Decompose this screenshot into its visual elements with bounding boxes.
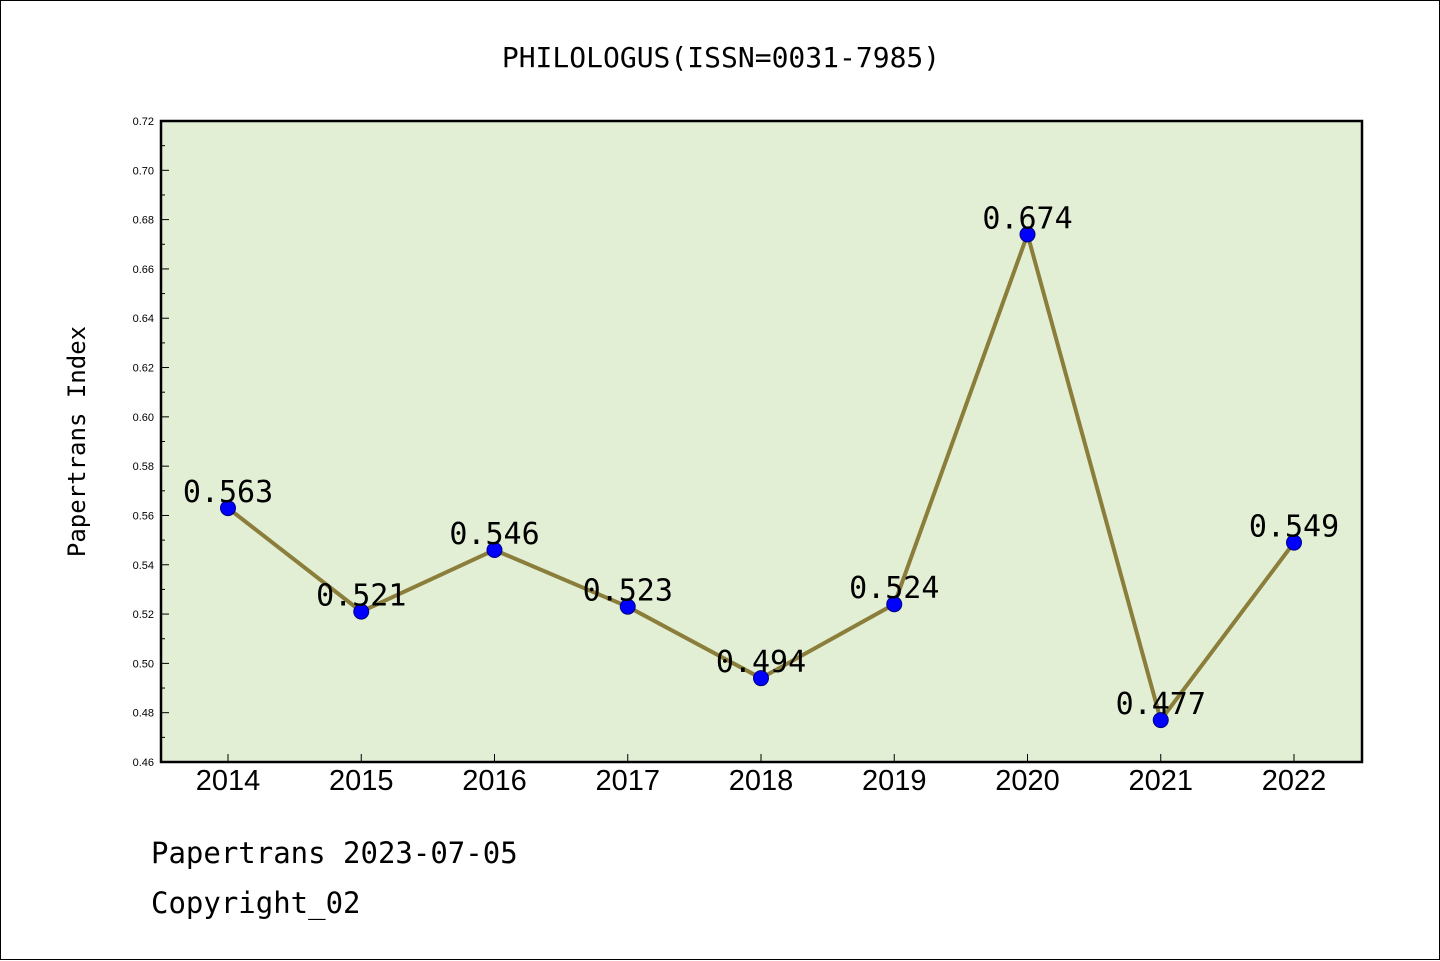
series-papertrans-index	[220, 226, 1302, 729]
data-point-2015	[353, 603, 370, 620]
y-tick-label: 0.58	[133, 461, 154, 473]
x-tick-label: 2020	[995, 765, 1060, 797]
data-label-2021: 0.477	[1116, 687, 1206, 722]
chart-title: PHILOLOGUS(ISSN=0031-7985)	[502, 41, 940, 74]
y-tick-label: 0.68	[133, 215, 154, 227]
y-tick-label: 0.54	[133, 560, 154, 572]
y-tick-label: 0.46	[133, 757, 154, 769]
data-label-2015: 0.521	[316, 579, 406, 614]
y-tick-label: 0.64	[133, 313, 154, 325]
x-tick-label: 2014	[196, 765, 261, 797]
data-point-2020	[1019, 226, 1036, 243]
data-point-2018	[753, 670, 769, 687]
data-label-2022: 0.549	[1249, 510, 1339, 545]
data-label-2014: 0.563	[183, 475, 273, 510]
footer-copyright: Copyright_02	[151, 886, 361, 920]
y-axis: 0.46 0.48 0.50 0.52 0.54 0.56 0.58 0.60 0.62 0.64…	[133, 116, 169, 769]
data-labels: 0.563 0.521 0.546 0.523 0.494 0.524 0.674 0.477…	[183, 201, 1339, 722]
data-point-2021	[1152, 712, 1169, 729]
data-label-2016: 0.546	[449, 517, 539, 552]
plot-border	[159, 119, 1364, 764]
x-tick-label: 2019	[862, 765, 927, 797]
x-tick-label: 2016	[462, 765, 527, 797]
y-tick-label: 0.52	[133, 609, 154, 621]
y-tick-label: 0.48	[133, 708, 154, 720]
x-axis: 2014 2015 2016 2017 2018 2019 2020 2021 2022	[196, 754, 1327, 797]
data-point-2014	[220, 500, 236, 517]
data-point-2022	[1286, 534, 1302, 551]
y-tick-label: 0.56	[133, 510, 154, 522]
data-point-2017	[619, 598, 636, 615]
plot-area	[161, 121, 1362, 762]
y-tick-label: 0.50	[133, 658, 154, 670]
x-tick-label: 2015	[329, 765, 394, 797]
data-point-2016	[486, 541, 503, 558]
x-tick-label: 2018	[729, 765, 794, 797]
x-tick-label: 2022	[1262, 765, 1327, 797]
data-label-2019: 0.524	[849, 571, 939, 606]
x-tick-label: 2017	[595, 765, 660, 797]
data-point-2019	[886, 596, 903, 613]
data-label-2017: 0.523	[583, 574, 673, 609]
y-axis-label: Papertrans Index	[63, 326, 91, 557]
y-tick-label: 0.62	[133, 363, 154, 375]
y-tick-label: 0.66	[133, 264, 154, 276]
data-label-2020: 0.674	[982, 201, 1072, 236]
footer-date: Papertrans 2023-07-05	[151, 836, 518, 870]
data-label-2018: 0.494	[716, 645, 806, 680]
y-tick-label: 0.60	[133, 412, 154, 424]
y-tick-label: 0.70	[133, 165, 154, 177]
y-tick-label: 0.72	[133, 116, 154, 128]
x-tick-label: 2021	[1128, 765, 1193, 797]
